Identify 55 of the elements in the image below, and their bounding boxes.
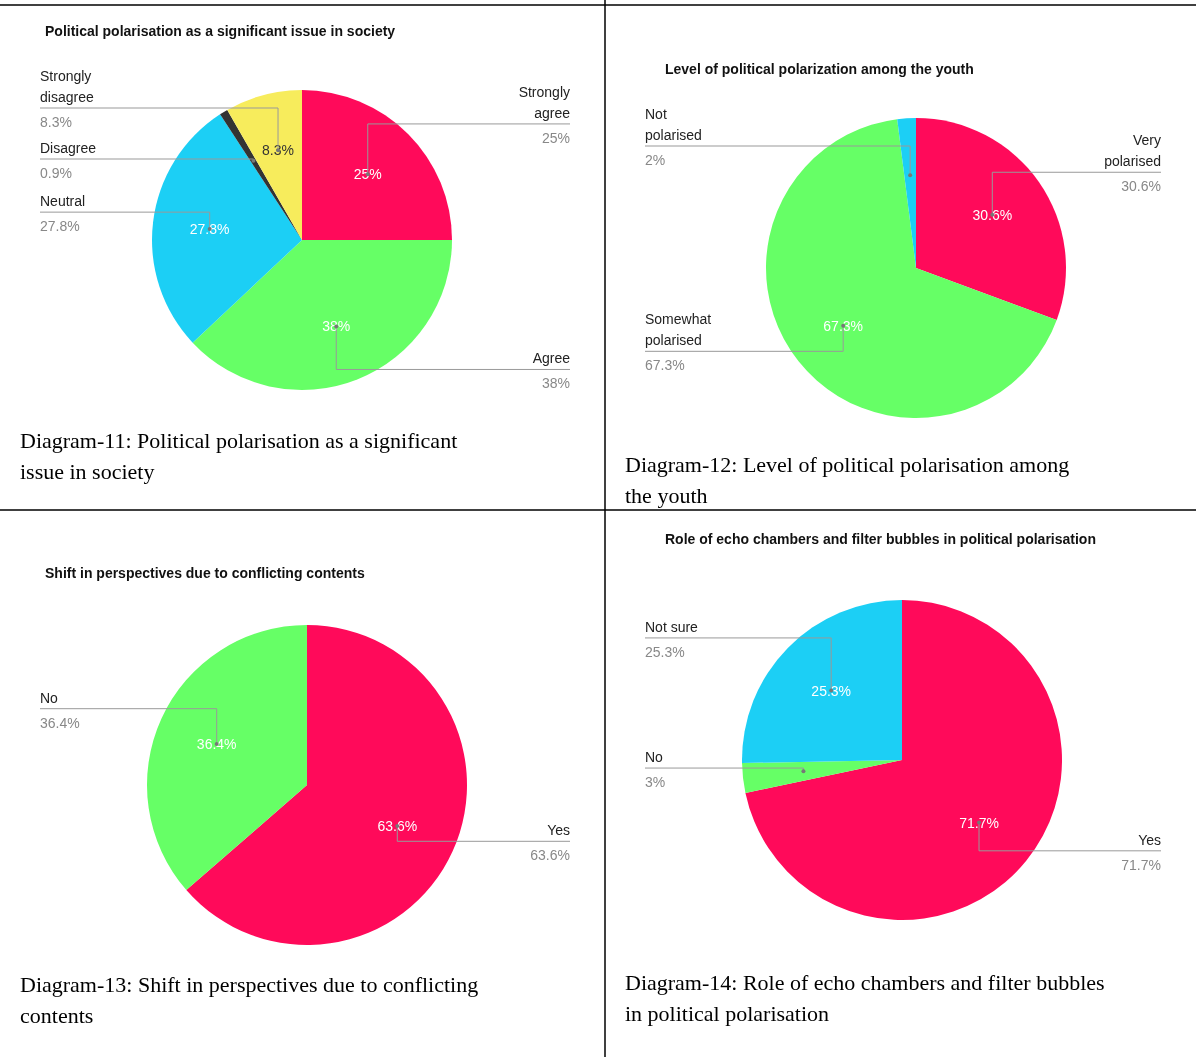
pie-slice xyxy=(186,625,467,945)
data-label: 38% xyxy=(322,318,351,335)
text: 25% xyxy=(541,129,570,146)
text: 36.4% xyxy=(40,714,80,731)
data-label: 27.8% xyxy=(189,220,230,237)
slice-label: Strongly agree xyxy=(518,83,571,121)
slice-label: Disagree xyxy=(40,140,97,156)
data-label: 36.4% xyxy=(196,735,237,752)
text: 71.7% xyxy=(1121,856,1161,873)
data-label: 25% xyxy=(353,166,382,183)
data-label: 8.3% xyxy=(262,142,294,159)
text: 25.3% xyxy=(645,643,685,660)
text: 63.6% xyxy=(530,847,570,864)
data-label: 63.6% xyxy=(377,818,418,835)
slice-label: Not polarised xyxy=(645,106,702,143)
chart-title: Role of echo chambers and filter bubbles in political polarisation xyxy=(665,531,1096,547)
pie-slice xyxy=(192,240,452,390)
text: 27.8% xyxy=(40,218,80,235)
data-label: 0.9% xyxy=(40,165,72,181)
data-label: 67.3% xyxy=(823,317,864,334)
slice-label: Yes xyxy=(547,822,570,839)
slice-label: Not sure xyxy=(645,618,699,635)
chart-title: Political polarisation as a significant issue in society xyxy=(45,23,396,39)
slice-label: No xyxy=(40,689,59,706)
chart-title: Shift in perspectives due to conflicting contents xyxy=(45,565,365,581)
pie-slice xyxy=(227,90,302,240)
pie-slice xyxy=(745,600,1062,920)
pie-slice xyxy=(152,114,302,343)
pie-slice xyxy=(147,625,307,891)
slice-label: Very polarised xyxy=(1104,132,1161,170)
text: 67.3% xyxy=(645,357,685,374)
text: Diagram-12: Level of political polarisation among the youth xyxy=(625,452,1070,508)
text: Diagram-13: Shift in perspectives due to conflicting contents xyxy=(20,972,479,1028)
text: 30.6% xyxy=(1121,178,1161,195)
slice-label: Neutral xyxy=(40,193,86,210)
slice-label: Agree xyxy=(532,350,571,367)
chart-title: Level of political polarization among the youth xyxy=(665,61,974,77)
text: Diagram-14: Role of echo chambers and filter bubbles in political polarisation xyxy=(625,970,1105,1026)
text: 38% xyxy=(541,375,570,392)
data-label: 30.6% xyxy=(972,206,1013,223)
data-label: 25.3% xyxy=(811,682,852,699)
pie-slice xyxy=(916,118,1066,320)
data-label: 3% xyxy=(645,774,666,791)
slice-label: Strongly disagree xyxy=(40,68,94,105)
data-label: 71.7% xyxy=(959,814,999,831)
text: 8.3% xyxy=(40,114,72,130)
pie-slice xyxy=(766,119,1057,418)
slice-label: No xyxy=(645,749,664,766)
slice-label: Yes xyxy=(1138,831,1161,848)
pie-slice xyxy=(302,90,452,240)
pie-slice xyxy=(742,760,902,793)
text: Diagram-11: Political polarisation as a significant issue in society xyxy=(20,428,458,484)
slice-label: Somewhat polarised xyxy=(645,311,712,349)
pie-slice xyxy=(742,600,902,764)
data-label: 2% xyxy=(645,152,666,168)
